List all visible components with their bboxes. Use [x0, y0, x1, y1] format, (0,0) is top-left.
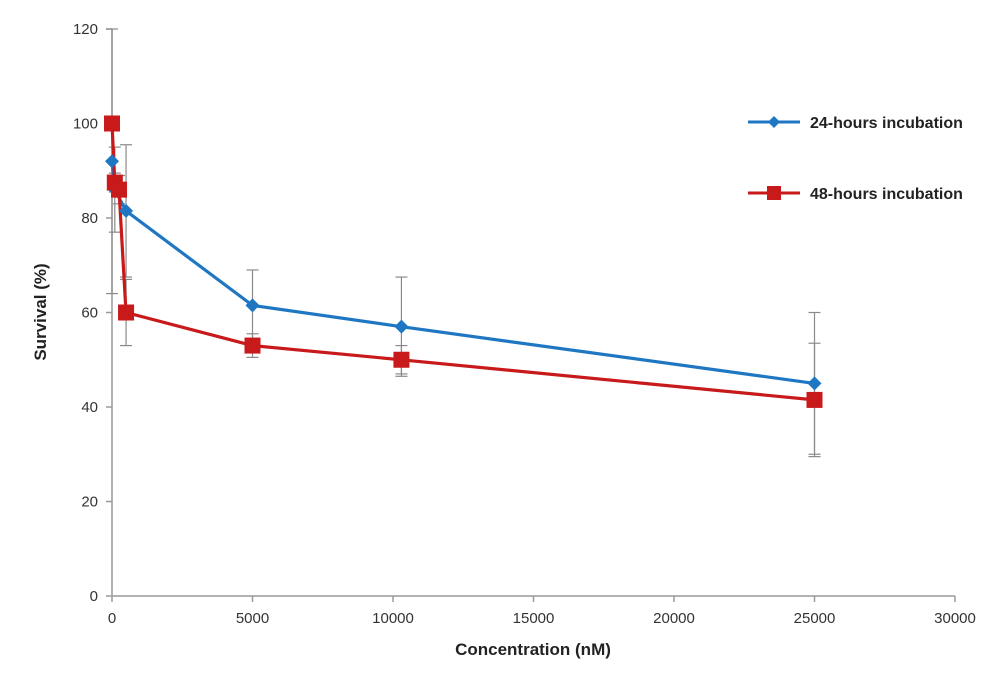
y-tick-label: 20 — [81, 494, 98, 511]
y-tick-label: 100 — [73, 116, 98, 133]
x-tick-label: 25000 — [794, 610, 836, 627]
y-tick-label: 40 — [81, 399, 98, 416]
y-tick-label: 80 — [81, 210, 98, 227]
data-point-24h — [105, 154, 119, 169]
legend-48h-label: 48-hours incubation — [810, 186, 963, 203]
legend-item-48h: 48-hours incubation — [748, 186, 963, 203]
x-tick-label: 5000 — [236, 610, 269, 627]
x-axis-title: Concentration (nM) — [455, 640, 611, 659]
error-bars — [106, 28, 821, 458]
x-tick-label: 15000 — [513, 610, 555, 627]
series-line-24h — [110, 161, 815, 385]
x-tick-label: 0 — [108, 610, 116, 627]
data-point-24h — [119, 203, 134, 218]
legend: 24-hours incubation 48-hours incubation — [748, 115, 963, 203]
x-tick-label: 20000 — [653, 610, 695, 627]
x-tick-label: 10000 — [372, 610, 414, 627]
y-tick-label: 120 — [73, 21, 98, 38]
x-ticks: 0 5000 10000 15000 20000 25000 30000 — [108, 596, 976, 627]
series-line-48h — [110, 123, 815, 402]
series-lines — [110, 123, 815, 402]
series-markers — [104, 115, 823, 408]
data-point-48h — [118, 304, 135, 321]
data-point-24h — [394, 319, 409, 334]
data-point-48h — [104, 115, 120, 132]
y-tick-label: 0 — [90, 588, 98, 605]
data-point-24h — [245, 298, 260, 313]
y-tick-label: 60 — [81, 305, 98, 322]
data-point-48h — [244, 337, 261, 354]
y-axis-title: Survival (%) — [31, 263, 50, 360]
legend-24h-diamond-marker — [768, 116, 780, 128]
legend-item-24h: 24-hours incubation — [748, 115, 963, 132]
y-ticks: 0 20 40 60 80 100 120 — [73, 21, 112, 605]
legend-24h-label: 24-hours incubation — [810, 115, 963, 132]
legend-48h-square-marker — [767, 186, 781, 200]
data-point-48h — [111, 181, 128, 198]
data-point-48h — [806, 391, 823, 408]
x-tick-label: 30000 — [934, 610, 976, 627]
data-point-24h — [807, 376, 822, 391]
data-point-48h — [393, 351, 410, 368]
